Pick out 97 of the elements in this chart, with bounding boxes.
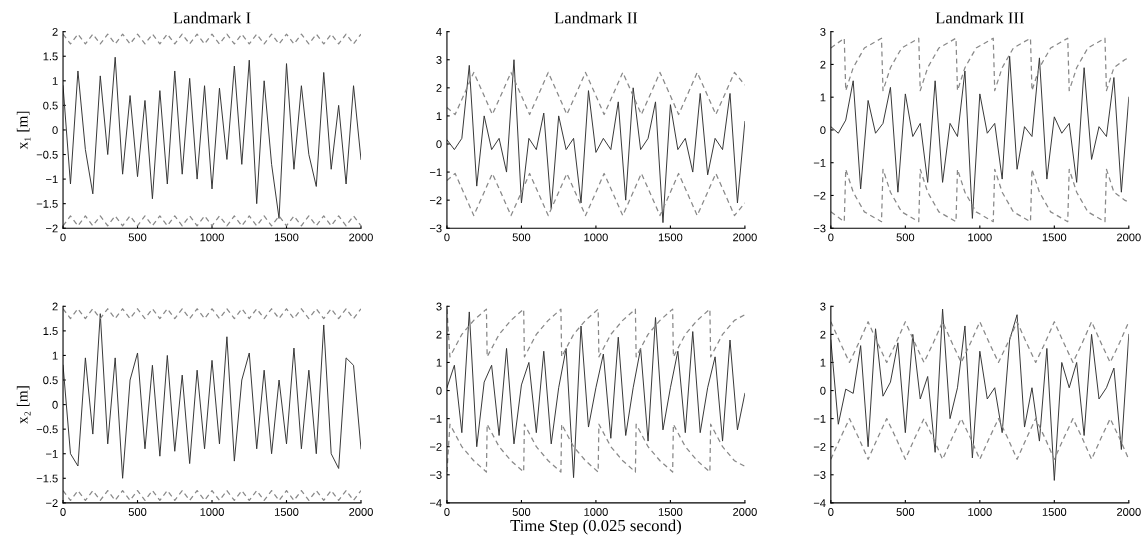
- y-tick-label: −0.5: [36, 425, 58, 434]
- x-tick-label: 1500: [658, 233, 683, 242]
- y-tick-label: −1.5: [36, 474, 58, 483]
- y-tick-label: 2: [52, 27, 58, 36]
- line-series: [446, 423, 745, 473]
- y-tick-label: −3: [813, 224, 826, 233]
- y-tick-label: 0.5: [43, 101, 58, 110]
- y-tick-label: −1: [813, 415, 826, 423]
- y-tick-label: −3: [429, 224, 442, 233]
- x-tick-label: 500: [128, 233, 147, 242]
- x-tick-label: 500: [512, 233, 531, 242]
- x-tick-label: 1000: [200, 508, 224, 516]
- y-tick-label: 0: [52, 400, 58, 409]
- y-tick-label: 2: [52, 302, 58, 311]
- chart-title: Landmark II: [554, 11, 638, 24]
- y-tick-label: −1: [429, 168, 442, 177]
- y-tick-label: −2: [429, 442, 442, 451]
- y-tick-label: −1.5: [36, 200, 58, 208]
- y-tick-label: 3: [436, 56, 442, 64]
- line-series: [446, 59, 745, 224]
- y-tick-label: −2: [46, 499, 58, 507]
- y-tick-label: −2: [813, 191, 826, 200]
- x-tick-label: 0: [828, 233, 834, 242]
- x-tick-label: 2000: [1117, 233, 1141, 242]
- y-tick-label: −0.5: [36, 150, 58, 159]
- y-tick-label: 2: [436, 84, 442, 92]
- y-tick-label: 3: [820, 27, 826, 36]
- y-tick-label: 3: [436, 302, 442, 311]
- x-tick-label: 1500: [274, 508, 299, 516]
- x-tick-label: 2000: [349, 508, 373, 516]
- y-tick-label: 1: [52, 77, 58, 85]
- x-tick-label: 1000: [200, 233, 224, 242]
- y-tick-label: −2: [46, 224, 58, 233]
- y-tick-label: 2: [436, 330, 442, 339]
- x-tick-label: 1000: [584, 233, 608, 242]
- y-tick-label: −1: [46, 450, 58, 458]
- y-tick-label: 2: [820, 330, 826, 339]
- y-tick-label: 3: [820, 302, 826, 311]
- x-tick-label: 1000: [968, 508, 992, 516]
- x-tick-label: 0: [60, 508, 66, 516]
- y-tick-label: −3: [429, 471, 442, 479]
- x-tick-label: 2000: [733, 233, 757, 242]
- y-axis-title: x₁ [m]: [16, 111, 31, 150]
- x-tick-label: 1500: [1042, 508, 1067, 516]
- x-tick-label: 1000: [584, 508, 608, 516]
- line-series: [830, 168, 1129, 223]
- x-tick-label: 0: [60, 233, 66, 242]
- y-tick-label: −1: [429, 415, 442, 423]
- y-tick-label: 1: [820, 358, 826, 367]
- line-series: [63, 56, 361, 219]
- y-tick-label: −2: [813, 442, 826, 451]
- x-tick-label: 2000: [1117, 508, 1141, 516]
- y-tick-label: 0: [436, 140, 442, 149]
- x-tick-label: 1500: [274, 233, 299, 242]
- line-series: [830, 308, 1129, 481]
- line-series: [446, 311, 745, 479]
- line-series: [446, 308, 745, 358]
- line-series: [446, 71, 745, 116]
- x-tick-label: 500: [896, 508, 915, 516]
- x-tick-label: 2000: [349, 233, 373, 242]
- y-tick-label: 4: [436, 28, 442, 36]
- x-tick-label: 0: [444, 508, 450, 516]
- x-tick-label: 0: [828, 508, 834, 516]
- line-series: [446, 172, 745, 217]
- x-tick-label: 1500: [658, 508, 683, 516]
- y-tick-label: 0: [820, 386, 826, 395]
- y-tick-label: −1: [46, 175, 58, 184]
- y-tick-label: 0.5: [43, 376, 58, 385]
- line-series: [830, 37, 1129, 92]
- chart-title: Landmark I: [173, 11, 251, 24]
- line-series: [63, 313, 361, 479]
- y-axis-title: x₂ [m]: [16, 386, 31, 424]
- x-tick-label: 0: [444, 233, 450, 242]
- x-tick-label: 500: [512, 508, 531, 516]
- line-series: [830, 55, 1129, 219]
- y-tick-label: 0: [52, 126, 58, 135]
- y-tick-label: 0: [820, 126, 826, 135]
- y-tick-label: −4: [429, 499, 442, 507]
- y-tick-label: 1.5: [43, 52, 58, 61]
- y-tick-label: −2: [429, 196, 442, 205]
- y-tick-label: −3: [813, 471, 826, 479]
- x-tick-label: 1000: [968, 233, 992, 242]
- x-axis-title: Time Step (0.025 second): [510, 519, 681, 535]
- y-tick-label: 1.5: [43, 327, 58, 336]
- y-tick-label: 1: [820, 93, 826, 102]
- y-tick-label: 2: [820, 60, 826, 69]
- y-tick-label: 1: [52, 351, 58, 360]
- x-tick-label: 1500: [1042, 233, 1067, 242]
- y-tick-label: −4: [813, 499, 826, 507]
- y-tick-label: 1: [436, 112, 442, 120]
- x-tick-label: 2000: [733, 508, 757, 516]
- y-tick-label: 1: [436, 358, 442, 367]
- y-tick-label: −1: [813, 159, 826, 167]
- x-tick-label: 500: [128, 508, 147, 516]
- chart-title: Landmark III: [935, 11, 1024, 24]
- x-tick-label: 500: [896, 233, 915, 242]
- y-tick-label: 0: [436, 386, 442, 395]
